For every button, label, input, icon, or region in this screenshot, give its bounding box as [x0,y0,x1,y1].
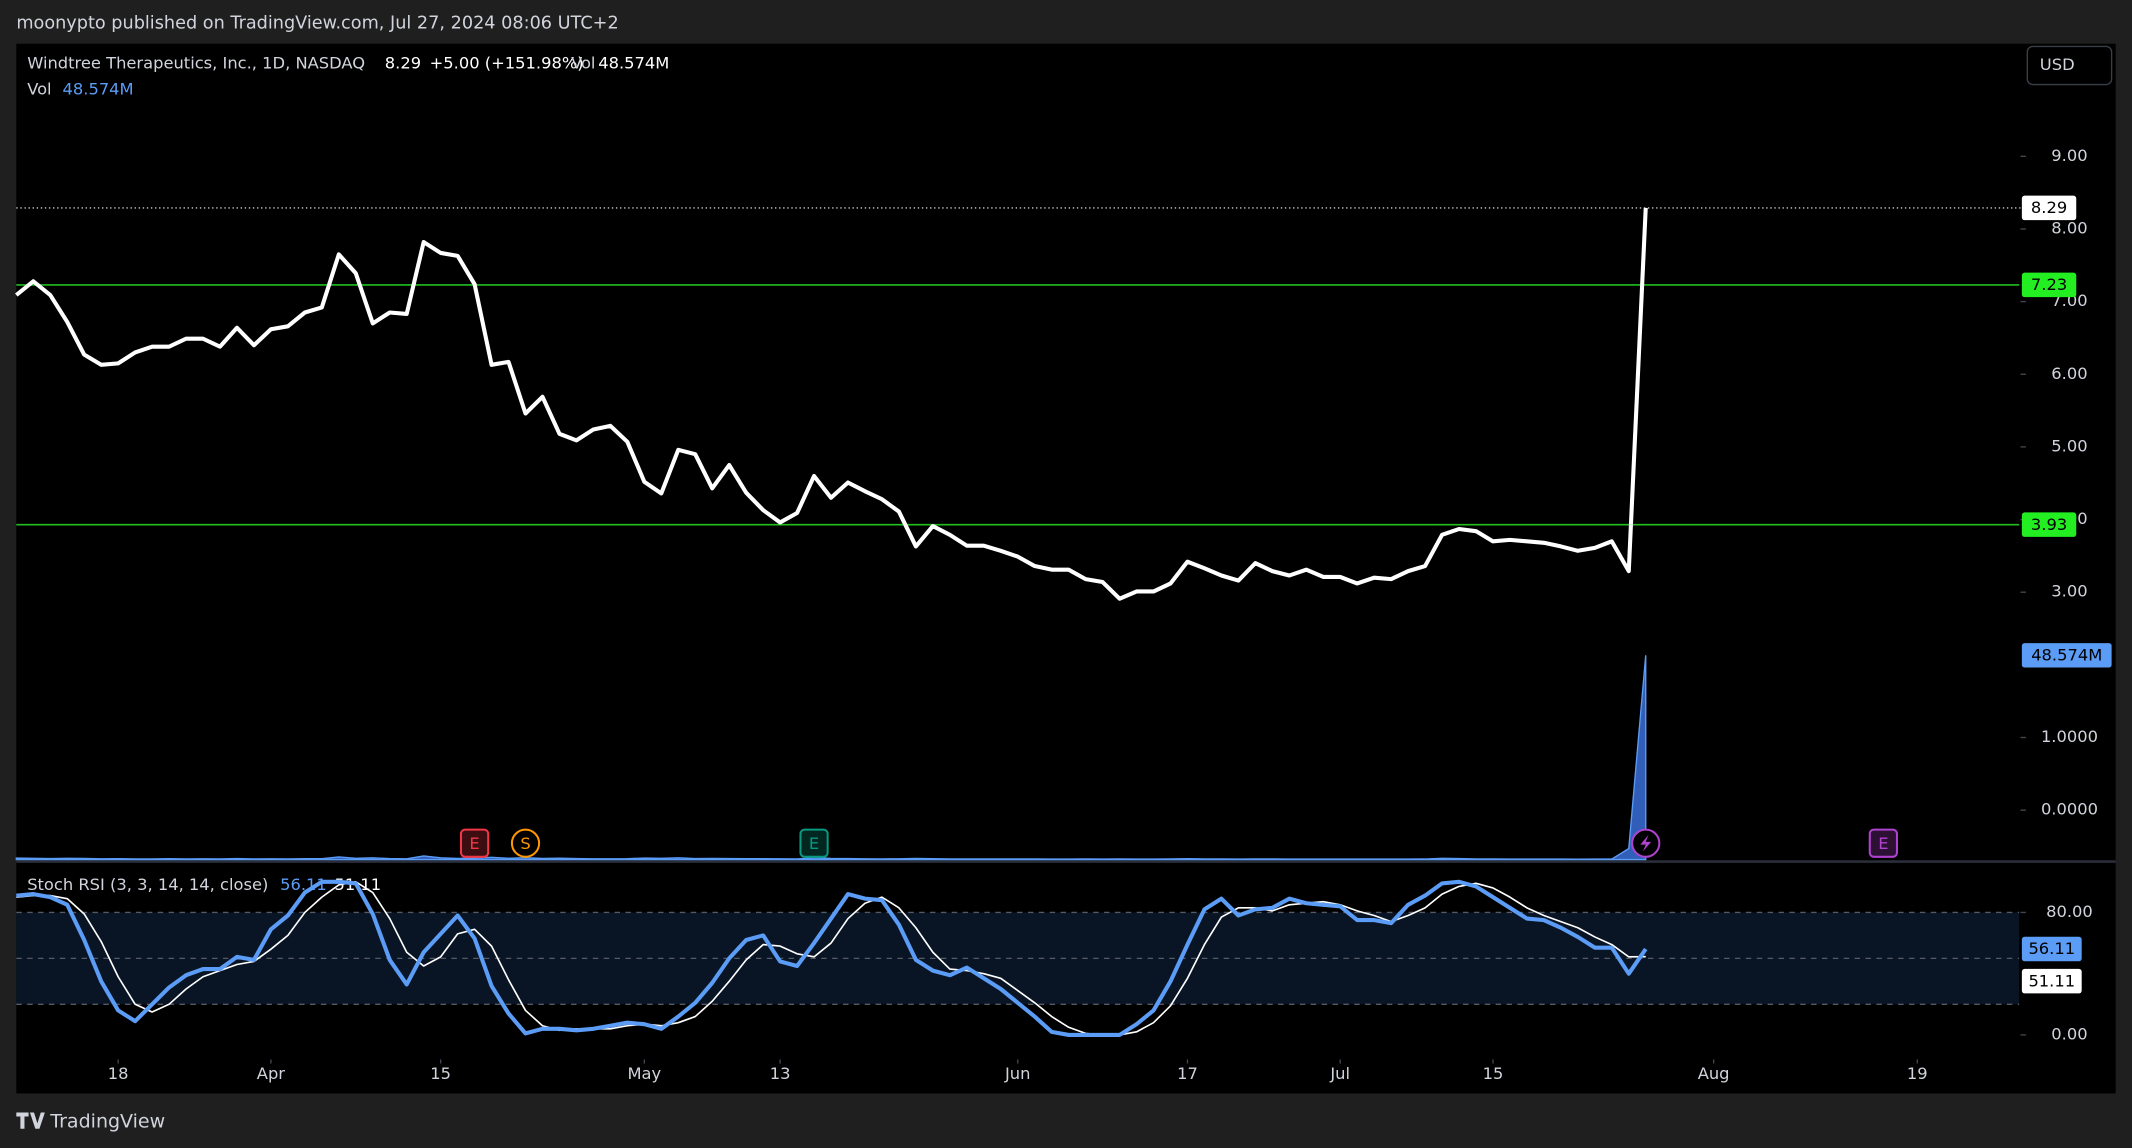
x-tick-label: 15 [430,1064,451,1083]
stoch-title: Stoch RSI (3, 3, 14, 14, close) [27,875,268,894]
event-label: E [1878,834,1888,853]
volume-value: 48.574M [598,54,669,73]
x-tick-label: 13 [770,1064,791,1083]
event-label: E [469,834,479,853]
volume-legend-name: Vol [27,79,51,98]
x-tick-label: 15 [1483,1064,1504,1083]
value-label-box [2021,936,2082,962]
x-tick-label: May [627,1064,661,1083]
x-tick-label: Apr [257,1064,285,1083]
y-tick-label: 6.00 [2051,364,2087,383]
logo-mark [16,1112,45,1129]
y-tick-label: 9.00 [2051,146,2087,165]
event-marker [459,828,490,858]
event-marker [799,828,829,858]
event-marker [510,828,541,858]
x-tick-label: Jul [1329,1064,1350,1083]
event-marker [1868,828,1898,858]
x-tick-label: 18 [108,1064,129,1083]
value-label-box [2021,512,2077,537]
value-label-box [2021,968,2082,994]
value-label-box [2021,643,2112,668]
footer-logo: TradingView [16,1110,165,1132]
x-tick-label: 17 [1177,1064,1198,1083]
event-icon [1640,835,1652,852]
x-tick-label: Jun [1004,1064,1030,1083]
y-tick-label: 0.00 [2051,1024,2087,1043]
footer-brand: TradingView [49,1110,165,1132]
y-tick-label: 1.0000 [2041,727,2098,746]
stoch-line [16,881,1646,1036]
value-label-box [2021,195,2077,221]
button-label[interactable]: USD [2040,55,2075,74]
volume-legend-value: 48.574M [63,79,134,98]
y-tick-label: 0.0000 [2041,800,2098,819]
y-tick-label: 5.00 [2051,436,2087,455]
value-label: 48.574M [2031,645,2102,664]
value-label: 7.23 [2031,275,2067,294]
x-tick-label: 19 [1907,1064,1928,1083]
value-label: 3.93 [2031,515,2067,534]
volume-name: Vol [571,54,595,73]
stoch-k-value: 56.11 [280,875,327,894]
value-label: 51.11 [2028,971,2075,990]
value-label: 8.29 [2031,198,2067,217]
price-change: +5.00 (+151.98%) [430,54,584,73]
value-label-box [2021,272,2077,298]
last-price: 8.29 [385,54,421,73]
y-tick-label: 8.00 [2051,218,2087,237]
currency-button[interactable]: USD [2026,45,2113,86]
price-line [15,207,1648,601]
stoch-line [16,879,1648,1037]
y-tick-label: 3.00 [2051,582,2087,601]
x-tick-label: Aug [1698,1064,1730,1083]
y-tick-label: 80.00 [2046,902,2093,921]
symbol-name: Windtree Therapeutics, Inc., 1D, NASDAQ [27,54,365,73]
publisher-line: moonypto published on TradingView.com, J… [16,13,618,33]
event-label: E [809,834,819,853]
volume-area [15,655,1647,861]
button-frame[interactable] [2026,45,2113,86]
value-label: 56.11 [2028,939,2075,958]
event-label: S [520,834,530,853]
